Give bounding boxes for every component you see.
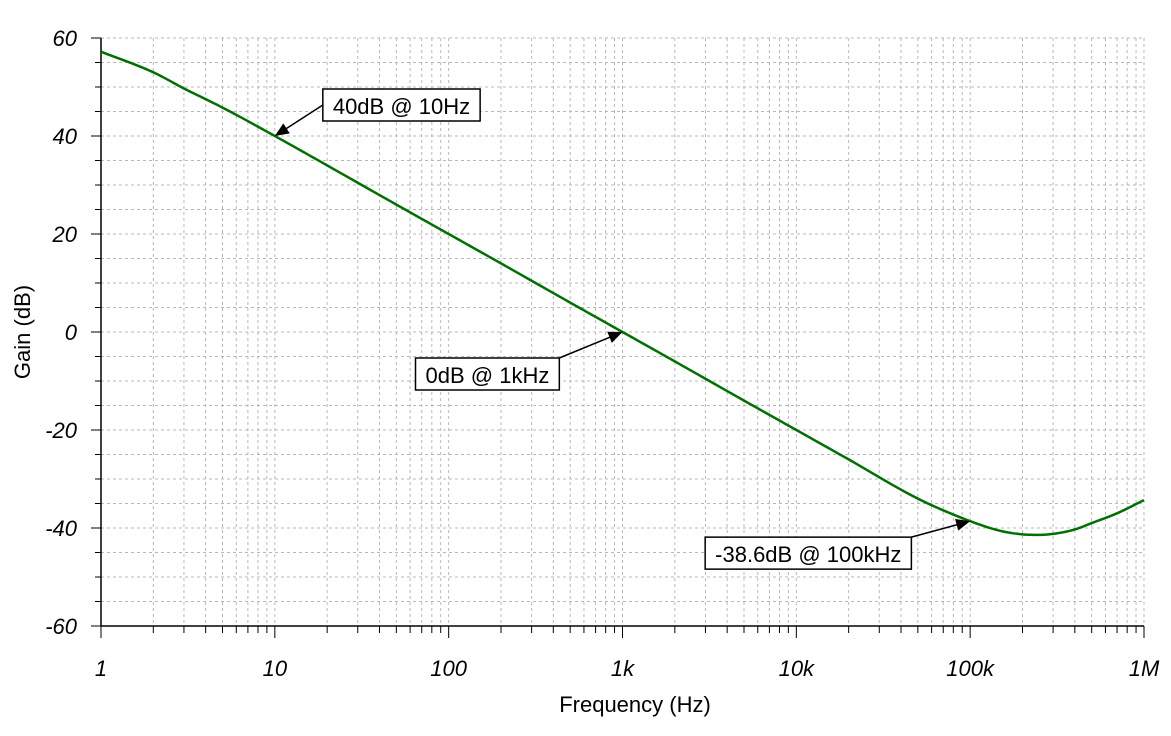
y-tick-label: -60	[45, 614, 78, 639]
y-axis-title: Gain (dB)	[10, 285, 35, 379]
x-tick-label: 1M	[1129, 656, 1160, 681]
annotation-box	[704, 536, 913, 570]
annotation-box	[414, 357, 561, 391]
x-tick-label: 1k	[611, 656, 635, 681]
x-tick-label: 10k	[779, 656, 815, 681]
y-tick-label: 40	[53, 124, 78, 149]
y-tick-label: 60	[53, 26, 78, 51]
annotation-arrow-head	[607, 331, 623, 343]
y-tick-label: -20	[45, 418, 78, 443]
annotation-arrow-head	[955, 519, 971, 531]
annotation-arrow-line	[911, 522, 963, 538]
gain-series-line	[100, 50, 1145, 537]
annotation-label: -38.6dB @ 100kHz	[715, 542, 901, 567]
x-tick-labels: 1 10 100 1k 10k 100k 1M	[95, 656, 1160, 681]
annotations: 40dB @ 10Hz 0dB @ 1kHz -38.6dB @ 100kHz	[274, 88, 971, 570]
grid-lines	[101, 37, 1145, 626]
annotation-label: 0dB @ 1kHz	[426, 363, 550, 388]
annotation-box	[322, 88, 481, 122]
y-tick-label: 0	[65, 320, 78, 345]
x-tick-label: 100k	[946, 656, 995, 681]
x-tick-label: 10	[263, 656, 288, 681]
annotation-label: 40dB @ 10Hz	[333, 94, 470, 119]
x-tick-label: 100	[430, 656, 467, 681]
annotation-arrow-line	[281, 104, 324, 133]
minor-tick-marks	[91, 37, 1145, 638]
y-tick-label: 20	[52, 222, 78, 247]
x-tick-label: 1	[95, 656, 107, 681]
y-tick-label: -40	[45, 516, 78, 541]
annotation-arrow-line	[559, 334, 616, 359]
x-axis-title: Frequency (Hz)	[559, 692, 711, 717]
y-tick-labels: 60 40 20 0 -20 -40 -60	[45, 26, 78, 639]
annotation-arrow-head	[274, 123, 290, 136]
